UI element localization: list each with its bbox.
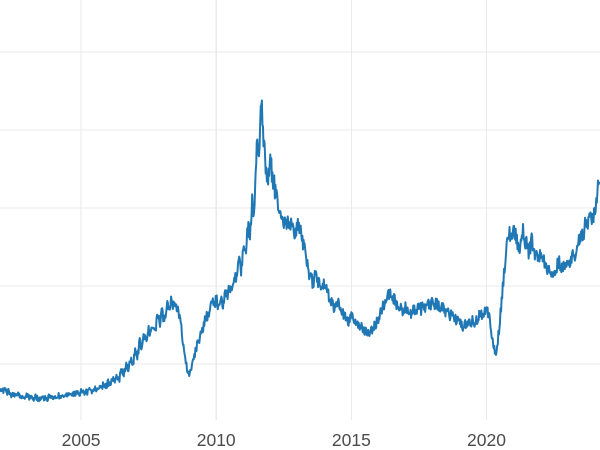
horizontal-gridlines [0,51,600,365]
x-axis-tick-labels: 2005 2010 2015 2020 [62,430,507,450]
x-tick-label-2015: 2015 [332,430,371,450]
series-line-1 [0,99,600,403]
x-tick-label-2010: 2010 [197,430,236,450]
x-tick-label-2020: 2020 [467,430,506,450]
series-group [0,99,600,403]
x-tick-label-2005: 2005 [62,430,101,450]
vertical-gridlines [80,0,488,420]
